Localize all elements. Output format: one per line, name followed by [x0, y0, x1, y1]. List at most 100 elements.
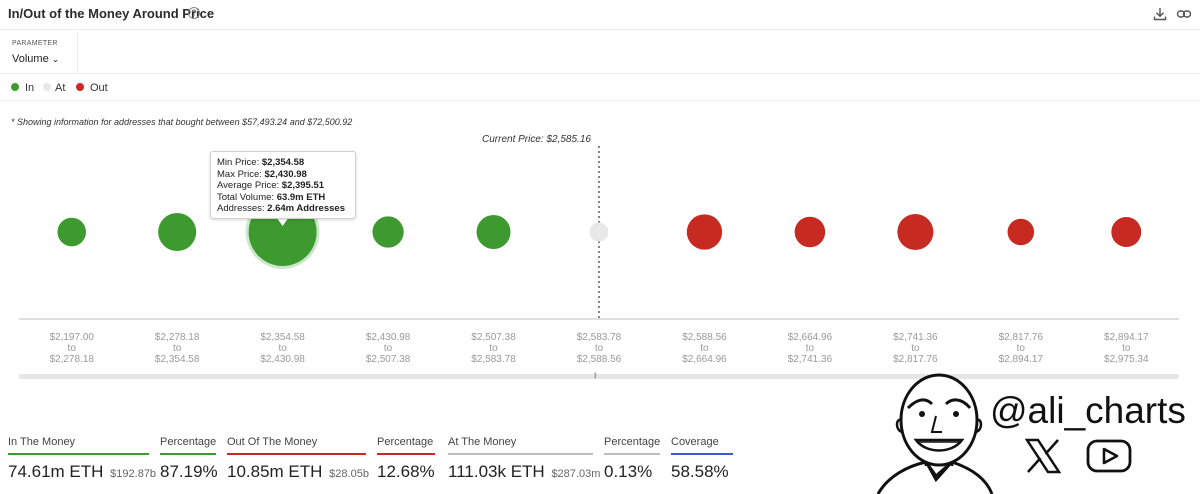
bubble-in[interactable]	[476, 215, 511, 249]
tick-label-from: $2,664.96	[788, 332, 833, 343]
chevron-down-icon: ⌄	[51, 54, 60, 64]
page-title: In/Out of the Money Around Price	[8, 6, 215, 21]
tooltip-max-price: Max Price: $2,430.98	[217, 168, 307, 180]
tick-label-from: $2,894.17	[1104, 332, 1149, 343]
tick-label-to-word: to	[1122, 343, 1131, 354]
tick-label-to-word: to	[806, 343, 815, 354]
tick-label-from: $2,817.76	[999, 332, 1044, 343]
stat-at-percentage: Percentage 0.13%	[604, 436, 660, 482]
bubble-in[interactable]	[57, 217, 87, 247]
legend-item-in[interactable]: In	[11, 82, 34, 94]
bubble-out[interactable]	[1111, 217, 1142, 247]
tick-label-to-word: to	[68, 343, 77, 354]
stat-label: In The Money	[8, 436, 76, 448]
bubble-out[interactable]	[897, 213, 934, 251]
bubble-in[interactable]	[372, 216, 404, 248]
tick-label-to: $2,894.17	[999, 354, 1044, 365]
scrollbar-grip-icon[interactable]: |||	[594, 373, 597, 379]
tick-label-from: $2,354.58	[260, 332, 305, 343]
youtube-icon[interactable]	[1086, 439, 1132, 473]
stat-underline	[377, 453, 435, 455]
stat-underline	[448, 453, 593, 455]
tick-label-from: $2,741.36	[893, 332, 938, 343]
stat-label: Coverage	[671, 436, 719, 448]
x-logo-icon[interactable]	[1023, 436, 1063, 476]
stat-underline	[604, 453, 660, 455]
current-price-label: Current Price: $2,585.16	[482, 134, 591, 145]
stat-underline	[8, 453, 149, 455]
parameter-panel: PARAMETER Volume ⌄	[0, 31, 78, 73]
tick-label-to: $2,583.78	[471, 354, 516, 365]
tick-label-to: $2,354.58	[155, 354, 200, 365]
tick-label-to-word: to	[489, 343, 498, 354]
link-icon[interactable]	[1176, 6, 1192, 22]
bubble-in[interactable]	[158, 212, 197, 252]
header-bar: In/Out of the Money Around Price ?	[0, 0, 1200, 30]
question-circle-icon[interactable]: ?	[188, 7, 200, 19]
stat-in-the-money: In The Money 74.61m ETH $192.87b	[8, 436, 157, 482]
stat-label: Percentage	[160, 436, 217, 448]
stat-label: Out Of The Money	[227, 436, 318, 448]
tick-label-to: $2,741.36	[788, 354, 833, 365]
tick-label-to-word: to	[1017, 343, 1026, 354]
stat-out-percentage: Percentage 12.68%	[377, 436, 435, 482]
stat-value: 58.58%	[671, 462, 729, 481]
tick-label-to: $2,588.56	[577, 354, 622, 365]
divider	[0, 73, 1200, 74]
tick-label-from: $2,507.38	[471, 332, 516, 343]
tick-label-to-word: to	[595, 343, 604, 354]
parameter-select[interactable]: Volume ⌄	[12, 53, 59, 65]
bubble-out[interactable]	[794, 216, 826, 248]
tick-label-from: $2,583.78	[577, 332, 622, 343]
bubble-out[interactable]	[1007, 218, 1035, 246]
tick-label-to-word: to	[278, 343, 287, 354]
download-icon[interactable]	[1152, 6, 1168, 22]
stat-label: Percentage	[604, 436, 661, 448]
tick-label-to: $2,507.38	[366, 354, 411, 365]
tick-label-to: $2,278.18	[49, 354, 94, 365]
tick-label-to-word: to	[911, 343, 920, 354]
tick-label-from: $2,430.98	[366, 332, 411, 343]
legend-item-at[interactable]: At	[43, 82, 65, 94]
stat-label: Percentage	[377, 436, 434, 448]
legend-item-out[interactable]: Out	[76, 82, 108, 94]
tick-label-from: $2,588.56	[682, 332, 727, 343]
tick-label-to: $2,430.98	[260, 354, 305, 365]
tick-label-to-word: to	[700, 343, 709, 354]
tick-label-to: $2,664.96	[682, 354, 727, 365]
tick-label-from: $2,197.00	[49, 332, 94, 343]
chart-scrollbar[interactable]	[19, 374, 1179, 379]
tooltip-addresses: Addresses: 2.64m Addresses	[217, 203, 345, 214]
bubble-at[interactable]	[589, 222, 609, 242]
legend-swatch-at	[43, 83, 51, 91]
tick-label-from: $2,278.18	[155, 332, 200, 343]
stat-value: 74.61m ETH $192.87b	[8, 462, 157, 481]
legend-swatch-in	[11, 83, 19, 91]
brand-handle: @ali_charts	[990, 390, 1186, 431]
stat-at-the-money: At The Money 111.03k ETH $287.03m	[448, 436, 601, 482]
portrait-illustration	[876, 373, 994, 494]
bubble-out[interactable]	[686, 214, 723, 250]
bubble-tooltip: Min Price: $2,354.58 Max Price: $2,430.9…	[210, 151, 356, 219]
legend-label-at: At	[55, 82, 66, 94]
legend-label-in: In	[25, 82, 35, 94]
parameter-label: PARAMETER	[12, 40, 58, 47]
stat-value: 12.68%	[377, 462, 435, 481]
stat-label: At The Money	[448, 436, 517, 448]
bubble-chart: $2,197.00to$2,278.18$2,278.18to$2,354.58…	[19, 146, 1179, 365]
stat-coverage: Coverage 58.58%	[671, 436, 733, 482]
stat-value: 0.13%	[604, 462, 653, 481]
legend-label-out: Out	[90, 82, 108, 94]
tick-label-to-word: to	[384, 343, 393, 354]
tooltip-pointer	[277, 219, 288, 226]
stat-in-percentage: Percentage 87.19%	[160, 436, 218, 482]
stat-underline	[160, 453, 216, 455]
parameter-value: Volume	[12, 53, 49, 65]
stat-value: 111.03k ETH $287.03m	[448, 462, 601, 481]
stat-out-of-the-money: Out Of The Money 10.85m ETH $28.05b	[227, 436, 369, 482]
tooltip-average-price: Average Price: $2,395.51	[217, 180, 325, 191]
tooltip-total-volume: Total Volume: 63.9m ETH	[217, 191, 326, 203]
stat-underline	[227, 453, 366, 455]
tooltip-min-price: Min Price: $2,354.58	[217, 157, 305, 168]
address-range-note: * Showing information for addresses that…	[11, 117, 353, 127]
